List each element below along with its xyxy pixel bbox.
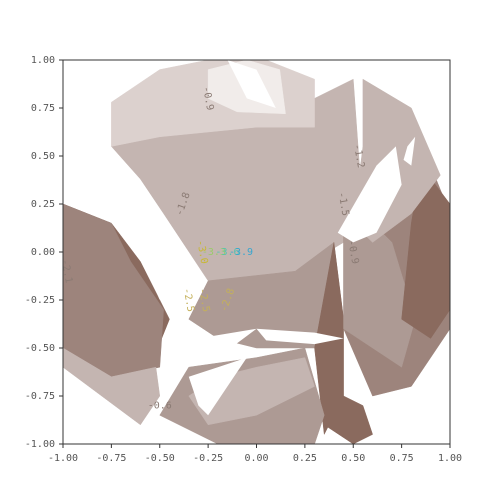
contour-label-3: -0.9 xyxy=(200,86,215,112)
y-tick-label: -0.25 xyxy=(25,295,55,306)
y-tick-label: 0.75 xyxy=(31,103,55,114)
x-tick-label: -0.25 xyxy=(193,453,223,464)
contour-void-4 xyxy=(169,328,257,358)
contour-label-4: -0.9 xyxy=(345,239,360,265)
x-tick-label: 0.00 xyxy=(244,453,268,464)
contour-label-8: -3.6 xyxy=(215,247,239,258)
x-axis-ticks: -1.00 -0.75 -0.50 -0.25 0.00 0.25 0.50 0.75 1.00 xyxy=(48,444,462,464)
x-tick-label: -1.00 xyxy=(48,453,78,464)
contour-label-10: -2.5 xyxy=(181,287,196,313)
contour-label-7: -3.3 xyxy=(202,247,226,258)
contour-voids xyxy=(111,60,416,416)
contour-label-1: -1.5 xyxy=(336,191,351,217)
contour-void-5 xyxy=(256,328,344,345)
contour-region-2 xyxy=(63,347,161,426)
x-tick-label: 0.50 xyxy=(341,453,365,464)
contour-label-11: -2.5 xyxy=(196,287,211,313)
contour-label-6: -3.0 xyxy=(194,239,209,265)
contour-void-1 xyxy=(337,146,402,243)
contour-label-2: -1.2 xyxy=(351,143,366,169)
x-tick-label: -0.50 xyxy=(145,453,175,464)
y-tick-label: 0.00 xyxy=(31,247,55,258)
contour-void-3 xyxy=(227,60,276,108)
y-axis-ticks: 1.00 0.75 0.50 0.25 0.00 -0.25 -0.50 -0.75 -1.00 xyxy=(25,55,63,450)
y-tick-label: -0.75 xyxy=(25,391,55,402)
contour-void-7 xyxy=(347,357,354,387)
y-tick-label: 0.50 xyxy=(31,151,55,162)
contour-regions xyxy=(63,60,450,444)
contour-void-0 xyxy=(111,204,164,300)
contour-label-9: -3.9 xyxy=(229,247,253,258)
y-tick-label: -0.50 xyxy=(25,343,55,354)
x-tick-label: 0.75 xyxy=(390,453,414,464)
contour-region-14 xyxy=(323,395,373,444)
contour-label-13: -0.6 xyxy=(148,401,172,412)
y-tick-label: -1.00 xyxy=(25,439,55,450)
contour-void-2 xyxy=(403,136,416,166)
x-tick-label: 0.25 xyxy=(293,453,317,464)
y-tick-label: 1.00 xyxy=(31,55,55,66)
x-tick-label: -0.75 xyxy=(96,453,126,464)
contour-void-6 xyxy=(188,357,247,416)
y-tick-label: 0.25 xyxy=(31,199,55,210)
x-tick-label: 1.00 xyxy=(438,453,462,464)
